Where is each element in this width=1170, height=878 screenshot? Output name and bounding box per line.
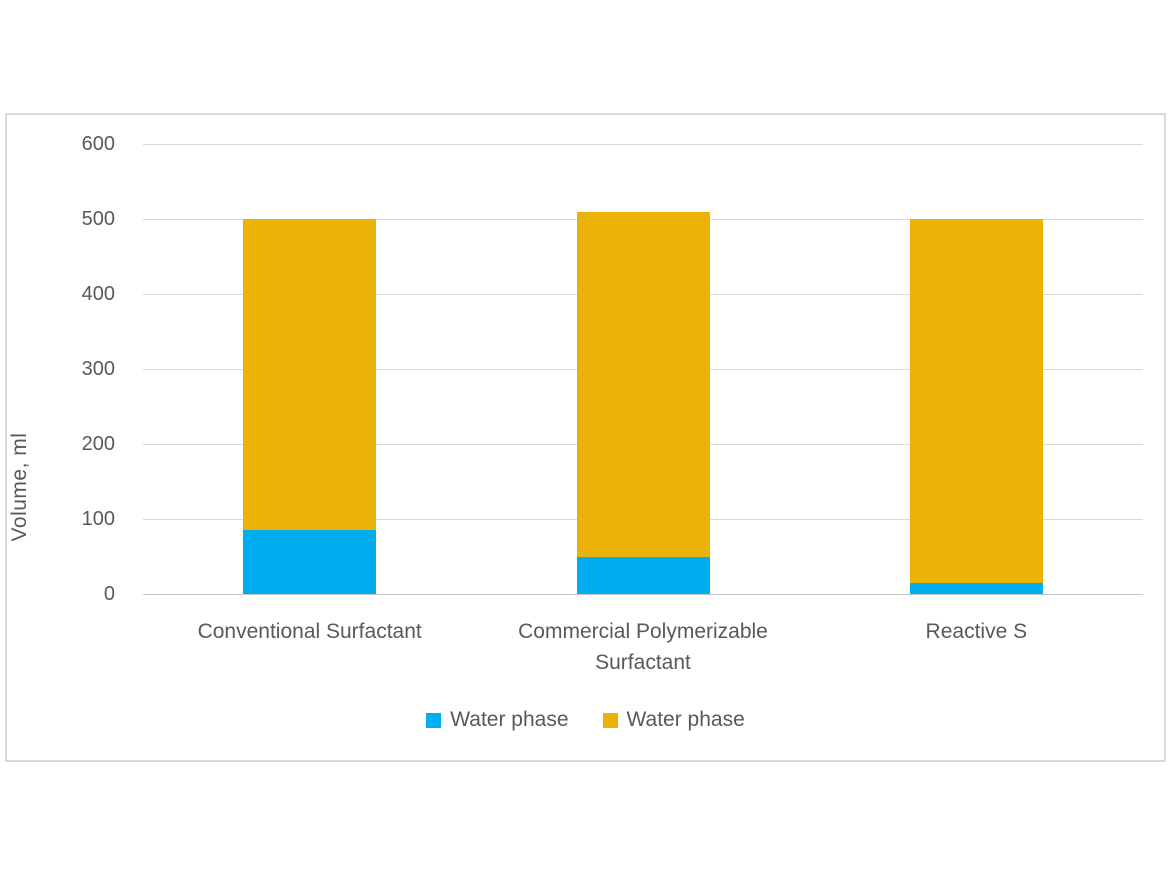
bar-segment-series1-water-phase bbox=[909, 582, 1043, 594]
y-tick-label-500: 500 bbox=[81, 208, 115, 230]
x-category-label-2: Commercial Polymerizable Surfactant bbox=[518, 620, 768, 674]
bar-stack-3 bbox=[909, 144, 1043, 594]
y-tick-label-300: 300 bbox=[81, 358, 115, 380]
plot-area bbox=[143, 143, 1143, 595]
legend: Water phase Water phase bbox=[5, 708, 1166, 732]
gridline-y-600 bbox=[143, 143, 1143, 145]
y-tick-label-600: 600 bbox=[81, 133, 115, 155]
bar-segment-series2-water-phase bbox=[576, 211, 710, 557]
legend-swatch-icon bbox=[602, 712, 618, 728]
y-tick-label-0: 0 bbox=[103, 583, 115, 605]
legend-swatch-icon bbox=[426, 712, 442, 728]
y-tick-label-400: 400 bbox=[81, 283, 115, 305]
legend-item-2: Water phase bbox=[602, 708, 745, 732]
y-tick-label-200: 200 bbox=[81, 433, 115, 455]
bar-stack-1 bbox=[243, 144, 377, 594]
x-category-label-3: Reactive S bbox=[925, 620, 1028, 643]
legend-label: Water phase bbox=[450, 708, 569, 731]
gridline-y-0 bbox=[143, 593, 1143, 595]
bar-segment-series2-water-phase bbox=[909, 219, 1043, 583]
y-tick-label-100: 100 bbox=[81, 508, 115, 530]
bar-stack-2 bbox=[576, 144, 710, 594]
bar-segment-series1-water-phase bbox=[576, 556, 710, 594]
legend-label: Water phase bbox=[626, 708, 745, 731]
bar-segment-series2-water-phase bbox=[243, 219, 377, 531]
legend-item-1: Water phase bbox=[426, 708, 569, 732]
x-category-label-1: Conventional Surfactant bbox=[197, 620, 422, 643]
bar-segment-series1-water-phase bbox=[243, 530, 377, 594]
